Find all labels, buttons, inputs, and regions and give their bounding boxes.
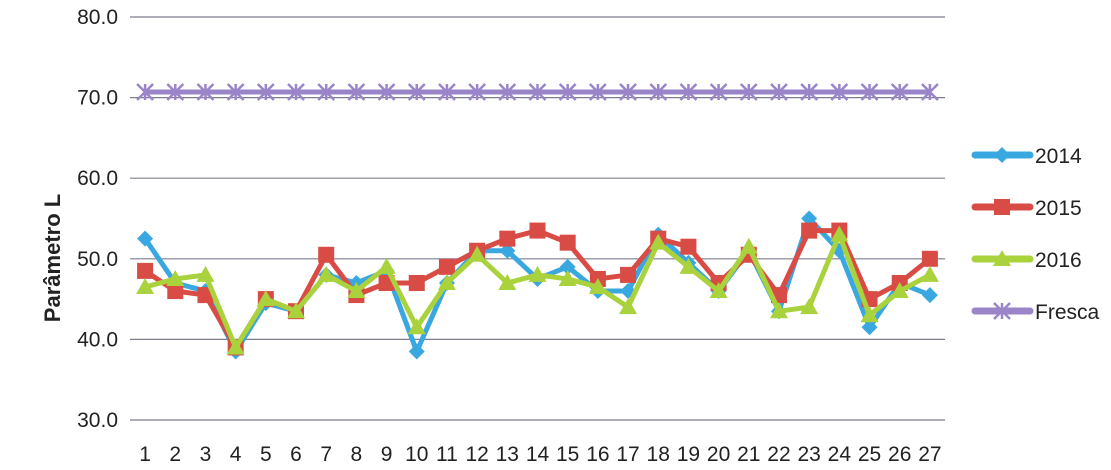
legend-label: Fresca — [1035, 301, 1100, 324]
x-tick-label: 1 — [139, 443, 151, 466]
legend-item-fresca: Fresca — [975, 301, 1100, 324]
legend: 2014 2015 2016 Fresca — [975, 145, 1100, 324]
legend-item-2015: 2015 — [975, 197, 1082, 220]
y-tick-label: 30.0 — [77, 409, 118, 432]
legend-label: 2015 — [1035, 197, 1082, 220]
x-tick-label: 20 — [707, 443, 730, 466]
x-tick-label: 8 — [351, 443, 363, 466]
x-tick-label: 10 — [405, 443, 428, 466]
x-tick-label: 13 — [496, 443, 519, 466]
x-tick-label: 26 — [888, 443, 911, 466]
x-tick-label: 12 — [465, 443, 488, 466]
x-tick-label: 5 — [260, 443, 272, 466]
x-tick-label: 4 — [230, 443, 242, 466]
series-line-2016 — [145, 235, 930, 348]
x-tick-label: 23 — [797, 443, 820, 466]
data-point-2014 — [922, 287, 938, 303]
grid-lines — [130, 17, 945, 420]
legend-label: 2016 — [1035, 249, 1082, 272]
legend-item-2014: 2014 — [975, 145, 1082, 168]
x-tick-label: 16 — [586, 443, 609, 466]
data-point-2015 — [439, 259, 455, 275]
x-tick-label: 19 — [677, 443, 700, 466]
data-point-2016 — [740, 238, 758, 254]
data-point-2016 — [921, 266, 939, 282]
x-tick-label: 6 — [290, 443, 302, 466]
data-point-2015 — [530, 223, 546, 239]
x-tick-label: 9 — [381, 443, 393, 466]
x-tick-label: 3 — [200, 443, 212, 466]
data-point-2014 — [409, 343, 425, 359]
x-tick-label: 2 — [169, 443, 181, 466]
legend-marker — [994, 199, 1010, 215]
y-tick-label: 60.0 — [77, 167, 118, 190]
y-tick-label: 50.0 — [77, 248, 118, 271]
x-tick-label: 21 — [737, 443, 760, 466]
y-tick-label: 70.0 — [77, 87, 118, 110]
data-point-2015 — [409, 275, 425, 291]
legend-item-2016: 2016 — [975, 249, 1082, 272]
data-point-2015 — [499, 231, 515, 247]
x-tick-label: 27 — [918, 443, 941, 466]
series-line-2015 — [145, 231, 930, 348]
x-axis-tick-labels: 1 2 3 4 5 6 7 8 9 10 11 12 13 14 15 16 17 18 19 20 21 22 23 24 2… — [139, 443, 941, 466]
data-point-2015 — [922, 251, 938, 267]
y-axis-title: Parâmetro L — [40, 194, 65, 322]
data-point-2016 — [378, 258, 396, 274]
data-point-2015 — [560, 235, 576, 251]
data-point-2015 — [318, 247, 334, 263]
y-tick-label: 40.0 — [77, 328, 118, 351]
data-point-2015 — [801, 223, 817, 239]
data-point-2015 — [137, 263, 153, 279]
series-2016 — [136, 226, 939, 355]
legend-label: 2014 — [1035, 145, 1082, 168]
x-tick-label: 17 — [616, 443, 639, 466]
x-tick-label: 18 — [647, 443, 670, 466]
series-layer — [136, 84, 939, 360]
y-axis-tick-labels: 30.0 40.0 50.0 60.0 70.0 80.0 — [77, 6, 118, 432]
x-tick-label: 11 — [436, 443, 458, 466]
data-point-2015 — [680, 239, 696, 255]
x-tick-label: 25 — [858, 443, 881, 466]
x-tick-label: 7 — [320, 443, 332, 466]
x-tick-label: 24 — [828, 443, 852, 466]
legend-marker — [994, 147, 1010, 163]
y-tick-label: 80.0 — [77, 6, 118, 29]
x-tick-label: 22 — [767, 443, 790, 466]
data-point-2015 — [620, 267, 636, 283]
x-tick-label: 15 — [556, 443, 579, 466]
x-tick-label: 14 — [526, 443, 550, 466]
